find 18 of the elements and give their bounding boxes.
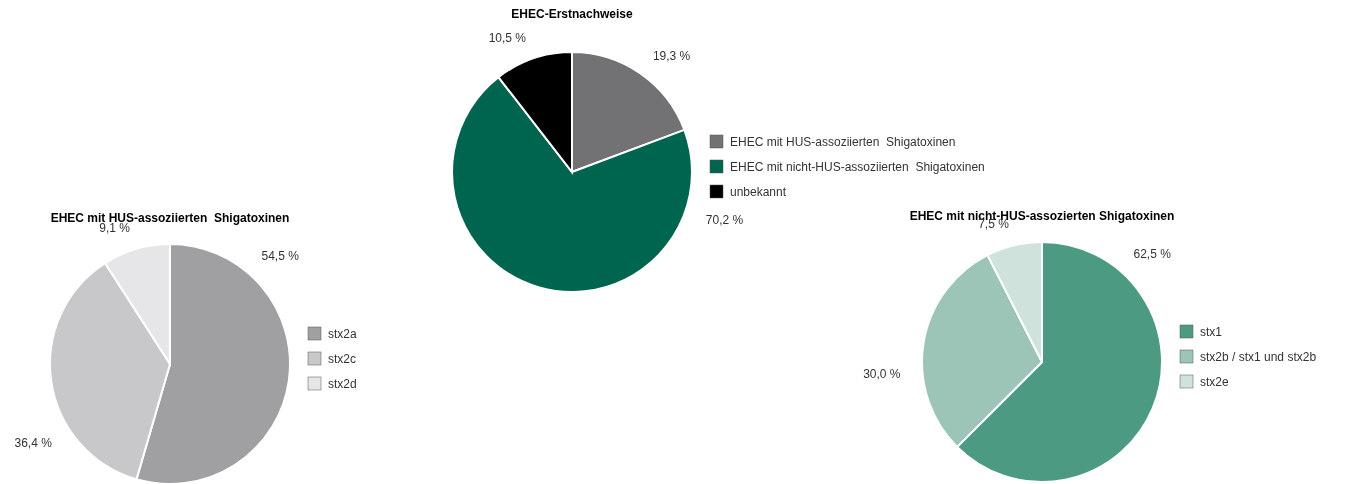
legend-label: stx2c (328, 352, 357, 367)
data-label: 10,5 % (488, 30, 527, 45)
legend-label: stx2e (1200, 375, 1230, 390)
legend-label: unbekannt (730, 185, 787, 200)
chart-title: EHEC-Erstnachweise (511, 7, 634, 21)
legend-label: stx2a (328, 327, 358, 342)
data-label: 30,0 % (863, 367, 901, 382)
data-label: 36,4 % (14, 435, 53, 450)
data-label: 19,3 % (652, 48, 691, 63)
chart-title: EHEC mit HUS-assoziierten Shigatoxinen (50, 211, 290, 225)
legend-label: stx1 (1200, 325, 1223, 340)
data-label: 54,5 % (261, 248, 300, 263)
legend-label: EHEC mit HUS-assoziierten Shigatoxinen (730, 135, 956, 150)
legend-label: stx2b / stx1 und stx2b (1200, 350, 1317, 365)
legend-label: stx2d (328, 377, 357, 392)
data-label: 62,5 % (1133, 246, 1172, 261)
data-label: 70,2 % (705, 212, 744, 227)
legend-label: EHEC mit nicht-HUS-assoziierten Shigatoxinen (730, 160, 985, 175)
